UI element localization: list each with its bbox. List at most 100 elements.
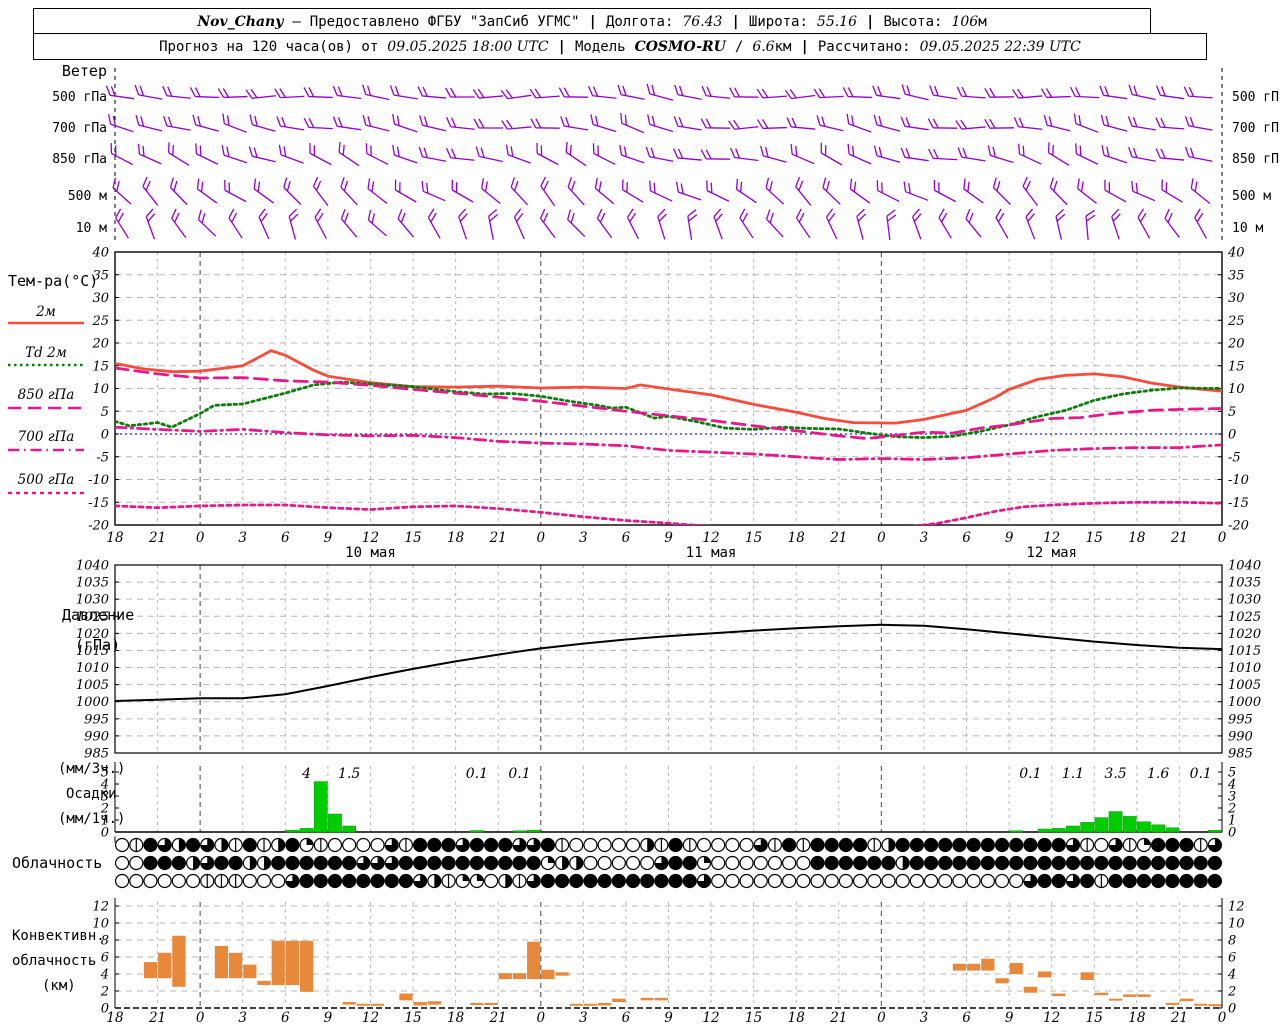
wind-barb-glyph bbox=[1155, 148, 1185, 161]
cloud-circle bbox=[838, 837, 854, 853]
cloud-cover-symbol bbox=[611, 873, 626, 889]
wind-barb bbox=[421, 181, 446, 202]
cloud-circle bbox=[696, 837, 712, 853]
cloud-cover-symbol bbox=[526, 837, 541, 853]
cloud-cover-symbol bbox=[1207, 855, 1223, 871]
pressure-axis-label: 995 bbox=[84, 712, 109, 727]
wind-barb-glyph bbox=[288, 208, 299, 240]
wind-barb-glyph bbox=[1085, 209, 1096, 241]
temp-axis-label: 15 bbox=[92, 359, 109, 374]
wind-barb bbox=[196, 178, 218, 204]
cloud-circle bbox=[1094, 837, 1109, 853]
wind-barb bbox=[873, 114, 901, 132]
cloud-circle bbox=[413, 855, 428, 871]
cloud-cover-symbol bbox=[200, 837, 215, 853]
cloud-circle bbox=[1023, 855, 1038, 871]
cloud-cover-symbol bbox=[299, 873, 314, 889]
convective-cloud-bar bbox=[981, 958, 995, 971]
wind-barb-glyph bbox=[362, 84, 390, 101]
cloud-circle bbox=[767, 873, 783, 889]
cloud-cover-symbol bbox=[114, 855, 130, 871]
wind-barb-glyph bbox=[1099, 85, 1128, 100]
wind-barb bbox=[446, 148, 475, 161]
cloud-circle bbox=[1179, 855, 1194, 871]
convective-cloud-bar bbox=[1165, 1002, 1179, 1005]
bottom-hour-label: 9 bbox=[1005, 1010, 1014, 1024]
temp-axis-label: 10 bbox=[1228, 382, 1245, 397]
cloud-circle bbox=[413, 837, 428, 853]
wind-barb-glyph bbox=[303, 117, 333, 130]
wind-barb-glyph bbox=[790, 144, 815, 165]
wind-barb-glyph bbox=[418, 146, 447, 162]
legend-label-850-гПа: 850 гПа bbox=[18, 387, 75, 403]
cloud-circle bbox=[938, 873, 953, 889]
cloud-cover-symbol bbox=[966, 837, 981, 853]
bottom-hour-label: 21 bbox=[489, 1010, 507, 1024]
cloud-circle bbox=[711, 855, 726, 871]
cloud-circle bbox=[938, 837, 953, 853]
wind-barb-glyph bbox=[309, 143, 332, 166]
wind-barb bbox=[647, 114, 673, 133]
cloud-cover-symbol bbox=[228, 873, 243, 889]
cloud-circle bbox=[852, 873, 868, 889]
convective-cloud-bar bbox=[598, 1002, 612, 1006]
convective-cloud-bar bbox=[1023, 986, 1037, 993]
bottom-hour-label: 15 bbox=[745, 1010, 762, 1024]
cloud-cover-symbol bbox=[980, 837, 995, 853]
wind-barb-glyph bbox=[558, 87, 589, 98]
cloud-cover-symbol bbox=[1179, 873, 1194, 889]
wind-barb-glyph bbox=[1100, 114, 1128, 132]
cloud-circle bbox=[342, 855, 357, 871]
wind-barb-glyph bbox=[367, 209, 387, 237]
hour-label: 15 bbox=[745, 530, 762, 546]
cloud-fill-threequarter bbox=[754, 838, 768, 852]
bottom-hour-label: 15 bbox=[404, 1010, 421, 1024]
wind-barb bbox=[1190, 178, 1211, 205]
wind-level-label: 850 гПа bbox=[1232, 152, 1280, 167]
precip-axis-label: 2 bbox=[1227, 802, 1236, 817]
wind-barb bbox=[649, 180, 673, 202]
cloud-fill-threequarter bbox=[456, 838, 470, 852]
separator: | bbox=[731, 13, 740, 30]
cloud-circle bbox=[1165, 873, 1180, 889]
cloud-circle bbox=[185, 837, 201, 853]
cloud-cover-symbol bbox=[1207, 837, 1223, 853]
cloud-cover-symbol bbox=[867, 837, 882, 853]
cloud-cover-symbol bbox=[767, 873, 783, 889]
convective-cloud-bar bbox=[1009, 962, 1023, 974]
cloud-circle bbox=[725, 873, 740, 889]
cloud-cover-symbol bbox=[1136, 837, 1152, 853]
convective-panel-title-2: облачность bbox=[12, 953, 96, 969]
wind-barb-glyph bbox=[820, 142, 843, 166]
day-label: 12 мая bbox=[1026, 545, 1077, 561]
cloud-circle bbox=[356, 837, 371, 853]
wind-barb-glyph bbox=[713, 208, 723, 240]
wind-barb-glyph bbox=[501, 119, 532, 130]
wind-barb bbox=[1043, 114, 1071, 132]
cloud-circle bbox=[185, 873, 201, 889]
pressure-axis-label: 1005 bbox=[76, 678, 109, 693]
cloud-cover-symbol bbox=[327, 873, 343, 889]
cloud-cover-symbol bbox=[455, 837, 470, 853]
hour-label: 18 bbox=[788, 530, 806, 546]
hour-label: 15 bbox=[1086, 530, 1103, 546]
cloud-circle bbox=[256, 873, 272, 889]
wind-barb bbox=[475, 146, 503, 163]
precip-panel-title: Осадки bbox=[66, 786, 117, 802]
wind-barb bbox=[451, 179, 474, 203]
wind-barb-glyph bbox=[162, 86, 191, 99]
wind-barb bbox=[756, 88, 787, 99]
wind-barb bbox=[565, 141, 587, 167]
cloud-cover-symbol bbox=[1179, 855, 1194, 871]
cloud-cover-symbol bbox=[1037, 873, 1052, 889]
cloud-cover-symbol bbox=[597, 873, 612, 889]
temp-axis-label: -20 bbox=[88, 519, 109, 534]
cloud-cover-symbol bbox=[852, 837, 868, 853]
wind-barb-glyph bbox=[984, 87, 1014, 98]
wind-barb-glyph bbox=[221, 145, 248, 164]
cloud-cover-symbol bbox=[1065, 855, 1081, 871]
wind-barb bbox=[397, 208, 415, 238]
header-dash: — bbox=[292, 13, 301, 30]
wind-barb bbox=[820, 142, 843, 166]
wind-barb-glyph bbox=[540, 176, 556, 207]
